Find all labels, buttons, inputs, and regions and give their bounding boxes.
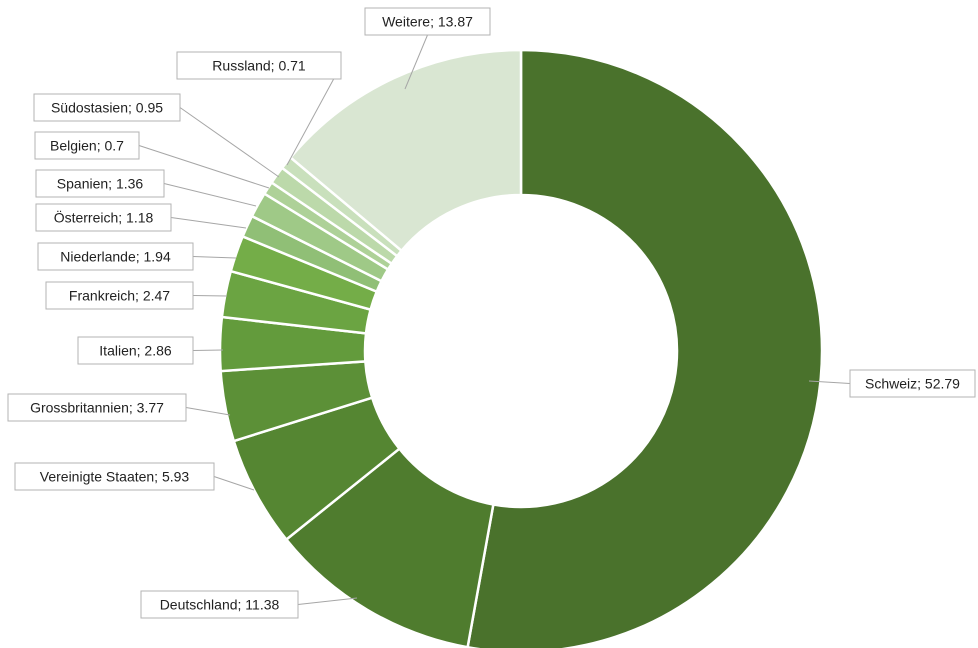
leader-line-grossbritannien [185, 407, 231, 416]
data-label-russland: Russland; 0.71 [176, 51, 342, 80]
data-label-text: Grossbritannien; 3.77 [30, 400, 164, 416]
data-label-box [849, 369, 976, 398]
data-label-text: Niederlande; 1.94 [60, 249, 171, 265]
data-label-text: Weitere; 13.87 [382, 14, 473, 30]
data-label-box [35, 203, 172, 232]
data-label-text: Russland; 0.71 [212, 58, 306, 74]
data-label-text: Deutschland; 11.38 [160, 597, 280, 613]
data-label-text: Spanien; 1.36 [57, 176, 144, 192]
data-label-text: Vereinigte Staaten; 5.93 [40, 469, 190, 485]
donut-slices [218, 48, 824, 648]
leader-line-niederlande [192, 256, 237, 259]
slice-schweiz [466, 48, 824, 648]
data-label-text: Belgien; 0.7 [50, 138, 124, 154]
data-label-schweiz: Schweiz; 52.79 [849, 369, 976, 398]
data-label-italien: Italien; 2.86 [77, 336, 194, 365]
data-label-text: Italien; 2.86 [99, 343, 172, 359]
leader-line-weitere [404, 34, 428, 90]
data-label-box [35, 169, 165, 198]
data-label-belgien: Belgien; 0.7 [34, 131, 140, 160]
data-label-box [14, 462, 215, 491]
leader-line-russland [286, 65, 342, 166]
leader-line-deutschland [297, 597, 358, 605]
data-label-text: Südostasien; 0.95 [51, 100, 163, 116]
data-label-spanien: Spanien; 1.36 [35, 169, 165, 198]
data-label-box [33, 93, 181, 122]
leader-line-suedostasien [179, 107, 280, 178]
data-label-box [45, 281, 194, 310]
data-label-text: Schweiz; 52.79 [865, 376, 960, 392]
data-label-box [140, 590, 299, 619]
data-label-grossbritannien: Grossbritannien; 3.77 [7, 393, 187, 422]
data-label-box [77, 336, 194, 365]
slice-weitere [288, 48, 523, 253]
data-label-box [37, 242, 194, 271]
data-label-frankreich: Frankreich; 2.47 [45, 281, 194, 310]
leader-line-spanien [163, 183, 257, 207]
data-label-box [7, 393, 187, 422]
data-label-weitere: Weitere; 13.87 [364, 7, 491, 36]
leader-line-oesterreich [170, 217, 247, 229]
data-label-oesterreich: Österreich; 1.18 [35, 203, 172, 232]
data-label-text: Österreich; 1.18 [54, 209, 154, 226]
data-label-suedostasien: Südostasien; 0.95 [33, 93, 181, 122]
data-label-niederlande: Niederlande; 1.94 [37, 242, 194, 271]
data-label-box [176, 51, 342, 80]
data-label-deutschland: Deutschland; 11.38 [140, 590, 299, 619]
leader-line-schweiz [808, 380, 851, 384]
leader-line-italien [192, 349, 224, 351]
data-label-box [34, 131, 140, 160]
data-label-box [364, 7, 491, 36]
data-label-vereinigte-staaten: Vereinigte Staaten; 5.93 [14, 462, 215, 491]
leader-lines [138, 34, 851, 605]
data-labels: Schweiz; 52.79 Deutschland; 11.38 Vereinig… [7, 7, 976, 619]
leader-line-belgien [138, 145, 270, 189]
data-label-text: Frankreich; 2.47 [69, 288, 170, 304]
leader-line-vereinigte-staaten [213, 476, 255, 491]
leader-line-frankreich [192, 295, 228, 297]
